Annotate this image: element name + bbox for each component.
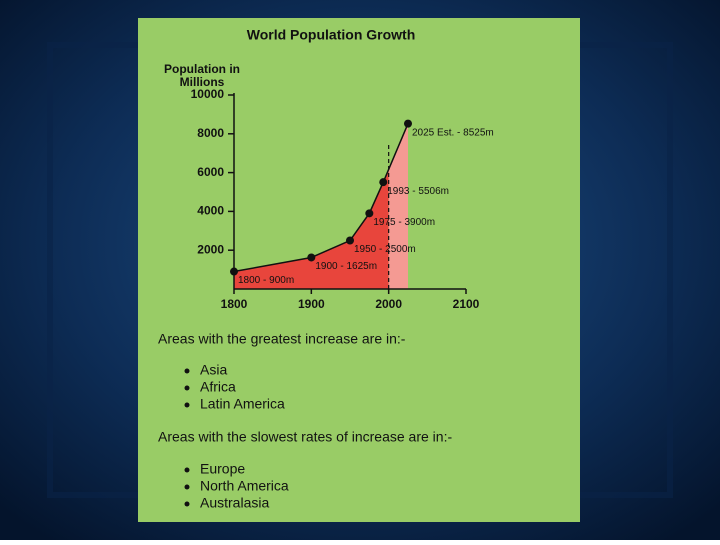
- x-tick-label: 2000: [375, 297, 402, 311]
- line: [233, 123, 409, 273]
- x-tick-label: 2100: [453, 297, 480, 311]
- list-item: Australasia: [200, 495, 269, 511]
- data-label: 1800 - 900m: [238, 275, 294, 286]
- y-tick-label: 4000: [197, 204, 224, 218]
- x-tick-label: 1900: [298, 297, 325, 311]
- heading: Areas with the slowest rates of increase…: [158, 429, 452, 445]
- bullet: [184, 484, 190, 490]
- point: [365, 209, 374, 218]
- point: [307, 253, 316, 262]
- list-item: Latin America: [200, 396, 285, 412]
- bullet: [184, 402, 190, 408]
- data-label: 1975 - 3900m: [373, 217, 435, 228]
- list-item: Africa: [200, 379, 236, 395]
- bullet: [184, 368, 190, 374]
- y-tick-label: 8000: [197, 126, 224, 140]
- list-item: North America: [200, 478, 289, 494]
- y-tick-label: 10000: [191, 87, 225, 101]
- bullet: [184, 501, 190, 507]
- projection-area: [388, 123, 408, 289]
- data-label: 1900 - 1625m: [315, 261, 377, 272]
- heading: Areas with the greatest increase are in:…: [158, 331, 406, 347]
- bullet: [184, 467, 190, 473]
- area: [234, 169, 389, 289]
- list-item: Europe: [200, 461, 245, 477]
- data-label: 2025 Est. - 8525m: [412, 127, 494, 138]
- point: [346, 236, 354, 245]
- data-label: 1950 - 2500m: [354, 244, 416, 255]
- bullet: [184, 385, 190, 391]
- y-tick-label: 6000: [197, 165, 224, 179]
- data-label: 1993 - 5506m: [387, 186, 449, 197]
- y-axis-label: Population in Millions: [164, 62, 240, 89]
- chart-title: World Population Growth: [247, 27, 416, 43]
- list-item: Asia: [200, 362, 227, 378]
- y-tick-label: 2000: [197, 242, 224, 256]
- point: [379, 178, 388, 187]
- x-tick-label: 1800: [221, 297, 248, 311]
- point: [404, 119, 412, 128]
- plot: 1800 - 900m 1900 - 1625m 1950 - 2500m 1975 …: [191, 87, 494, 311]
